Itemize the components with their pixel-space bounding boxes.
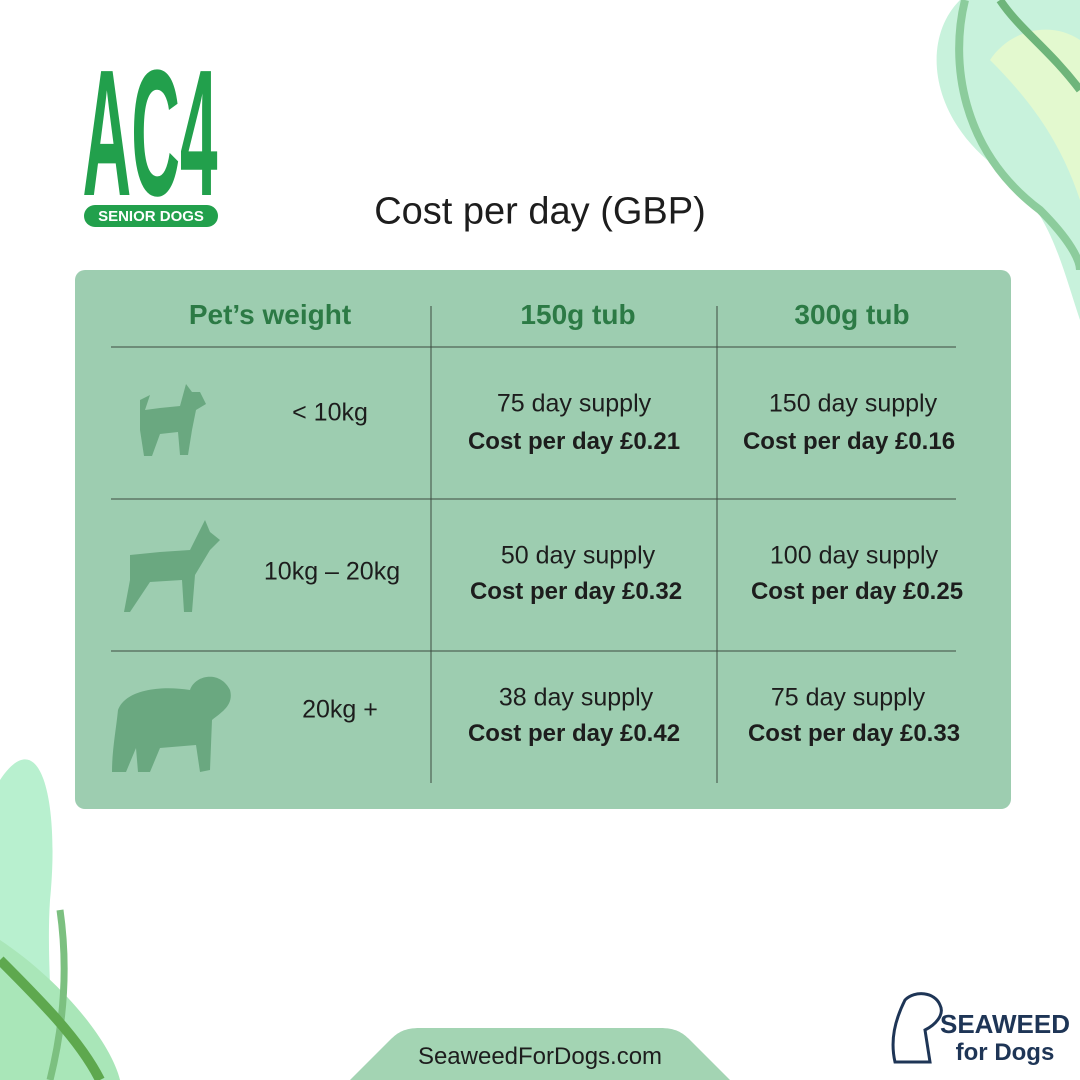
dog-icon — [112, 384, 231, 772]
supply: 75 day supply — [770, 683, 926, 712]
supply: 38 day supply — [498, 683, 654, 712]
title: Cost per day (GBP) — [374, 190, 706, 233]
header: Pet’s weight — [188, 299, 352, 330]
footer-tab — [350, 1028, 730, 1080]
supply: 50 day supply — [500, 541, 656, 570]
brand-line: for Dogs — [956, 1039, 1055, 1066]
cost: Cost per day £0.16 — [742, 428, 956, 455]
leaf — [46, 909, 68, 1080]
leaf — [996, 0, 1080, 93]
table-lines — [111, 306, 956, 783]
logo-tagline: SENIOR DOGS — [98, 208, 204, 225]
supply: 100 day supply — [769, 541, 939, 570]
cost: Cost per day £0.32 — [469, 578, 683, 605]
weight: < 10kg — [292, 398, 368, 427]
cost: Cost per day £0.21 — [467, 428, 681, 455]
cost: Cost per day £0.33 — [747, 720, 961, 747]
weight: 10kg – 20kg — [263, 557, 401, 586]
table-panel — [75, 270, 1011, 809]
supply: 75 day supply — [496, 389, 652, 418]
brand-dog — [891, 992, 943, 1064]
leaf — [955, 0, 1080, 271]
leaf — [0, 956, 105, 1080]
supply: 150 day supply — [768, 389, 938, 418]
weight: 20kg + — [302, 695, 378, 724]
footer-url[interactable]: SeaweedForDogs.com — [417, 1043, 663, 1070]
brand-line: SEAWEED — [940, 1009, 1070, 1039]
header: 150g tub — [520, 299, 636, 330]
logo-mark: AC4 — [83, 33, 218, 234]
logo-pill — [84, 205, 218, 227]
header: 300g tub — [794, 299, 910, 330]
cost: Cost per day £0.25 — [750, 578, 964, 605]
cost: Cost per day £0.42 — [467, 720, 681, 747]
leaf — [990, 29, 1080, 200]
